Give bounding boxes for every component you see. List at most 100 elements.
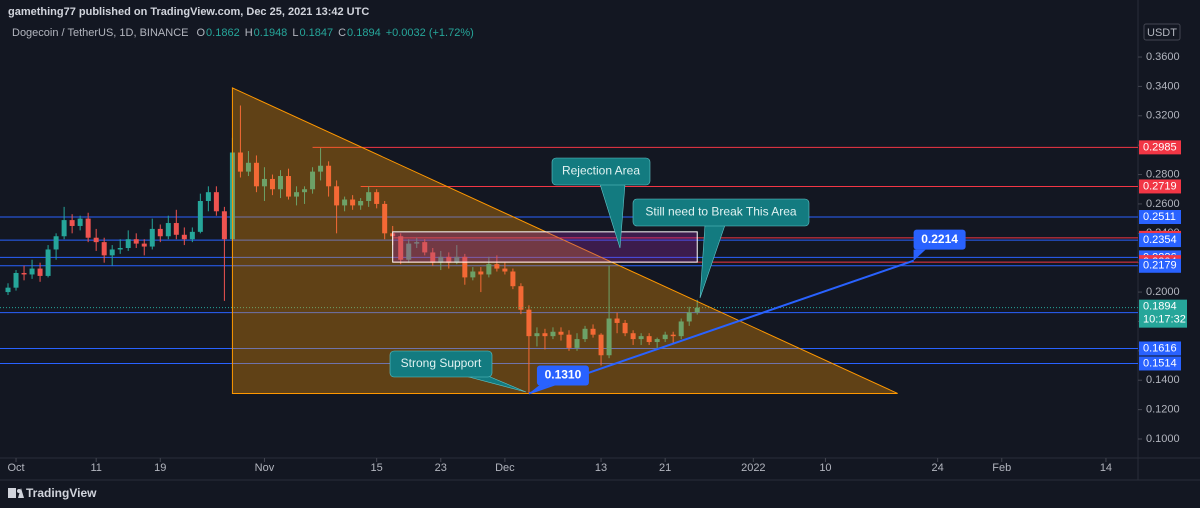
symbol: Dogecoin / TetherUS, 1D, BINANCE — [12, 27, 188, 39]
ohlc-key: O — [196, 27, 205, 39]
publish-info: gamething77 published on TradingView.com… — [8, 6, 369, 18]
level-tag-label: 0.2985 — [1143, 141, 1177, 153]
candle-body — [366, 192, 372, 201]
candle-body — [69, 220, 75, 226]
candle-body — [518, 286, 524, 310]
candle-body — [141, 243, 147, 247]
currency: USDT — [1147, 27, 1177, 39]
callout-box — [551, 157, 651, 186]
candle-body — [13, 272, 19, 288]
candle-body — [221, 211, 227, 240]
candle-body — [662, 334, 668, 340]
candle-body — [678, 321, 684, 337]
candle-body — [470, 271, 476, 278]
candle-body — [237, 152, 243, 172]
candle-body — [342, 199, 348, 206]
x-tick-label: 11 — [90, 462, 101, 474]
trend-label-pointer — [528, 385, 549, 394]
y-tick-label: 0.3400 — [1146, 80, 1180, 92]
x-tick-label: Nov — [255, 462, 275, 474]
level-tag-label: 0.2354 — [1143, 234, 1177, 246]
y-tick-label: 0.1400 — [1146, 374, 1180, 386]
candle-body — [398, 236, 404, 260]
candle-body — [454, 256, 460, 263]
x-tick-label: 13 — [595, 462, 607, 474]
level-tag-label: 0.2179 — [1143, 260, 1177, 272]
candle-body — [85, 218, 91, 238]
candle-body — [5, 287, 11, 293]
callout-text: Rejection Area — [562, 164, 640, 178]
candle-body — [149, 228, 155, 247]
triangle — [231, 87, 898, 394]
candle-body — [189, 231, 195, 240]
x-tick-label: 2022 — [741, 462, 765, 474]
candle-body — [61, 220, 67, 237]
x-tick-label: 19 — [154, 462, 166, 474]
trend-line — [528, 259, 914, 395]
candle-body — [334, 186, 340, 206]
candle-body — [286, 176, 292, 197]
trend-label-pointer — [913, 249, 926, 261]
ohlc-value: 0.1862 — [206, 27, 240, 39]
level-tag — [1139, 258, 1181, 273]
candle-body — [358, 200, 364, 206]
candle-body — [446, 256, 452, 263]
candle-body — [414, 242, 420, 244]
candle-body — [550, 331, 556, 337]
trend-label: 0.1310 — [545, 368, 582, 382]
level-tag-label: 0.1616 — [1143, 342, 1177, 354]
candle-body — [566, 334, 572, 348]
candle-body — [574, 339, 580, 348]
candle-body — [534, 333, 540, 337]
candle-body — [326, 165, 332, 187]
ohlc-value: 0.1847 — [299, 27, 333, 39]
candle-body — [53, 236, 59, 250]
candle-body — [654, 339, 660, 343]
candle-body — [213, 192, 219, 212]
level-tag — [1139, 179, 1181, 194]
candle-body — [109, 249, 115, 256]
x-tick-label: 14 — [1100, 462, 1112, 474]
countdown: 10:17:32 — [1143, 314, 1186, 326]
level-tag — [1139, 210, 1181, 225]
candle-body — [598, 334, 604, 356]
change: +0.0032 (+1.72%) — [386, 27, 474, 39]
candle-body — [622, 322, 628, 334]
candle-body — [382, 203, 388, 234]
callout-text: Strong Support — [401, 356, 482, 370]
candle-body — [245, 162, 251, 172]
ohlc-value: 0.1948 — [254, 27, 288, 39]
y-tick-label: 0.1200 — [1146, 404, 1180, 416]
candle-body — [197, 200, 203, 232]
x-tick-label: 15 — [371, 462, 383, 474]
candle-body — [125, 239, 131, 249]
y-tick-label: 0.2000 — [1146, 286, 1180, 298]
candle-body — [133, 239, 139, 244]
x-tick-label: 10 — [819, 462, 831, 474]
candle-body — [614, 318, 620, 323]
candle-body — [630, 333, 636, 340]
y-tick-label: 0.3200 — [1146, 110, 1180, 122]
candle-body — [606, 318, 612, 356]
candle-body — [670, 334, 676, 337]
x-tick-label: Dec — [495, 462, 515, 474]
x-tick-label: 23 — [435, 462, 447, 474]
candle-body — [430, 252, 436, 263]
candle-body — [77, 218, 83, 226]
ohlc-value: 0.1894 — [347, 27, 381, 39]
ohlc-key: C — [338, 27, 346, 39]
brand: TradingView — [26, 486, 97, 500]
candle-body — [374, 192, 380, 204]
candle-body — [37, 268, 43, 276]
candle-body — [253, 162, 259, 187]
y-tick-label: 0.1000 — [1146, 433, 1180, 445]
candle-body — [350, 199, 356, 206]
level-tag-label: 0.2719 — [1143, 180, 1177, 192]
candle-body — [117, 248, 123, 250]
candle-body — [590, 328, 596, 335]
last-price-tag — [1139, 299, 1187, 328]
logo — [8, 488, 24, 498]
trend-label-box — [913, 229, 966, 250]
candle-body — [422, 242, 428, 253]
